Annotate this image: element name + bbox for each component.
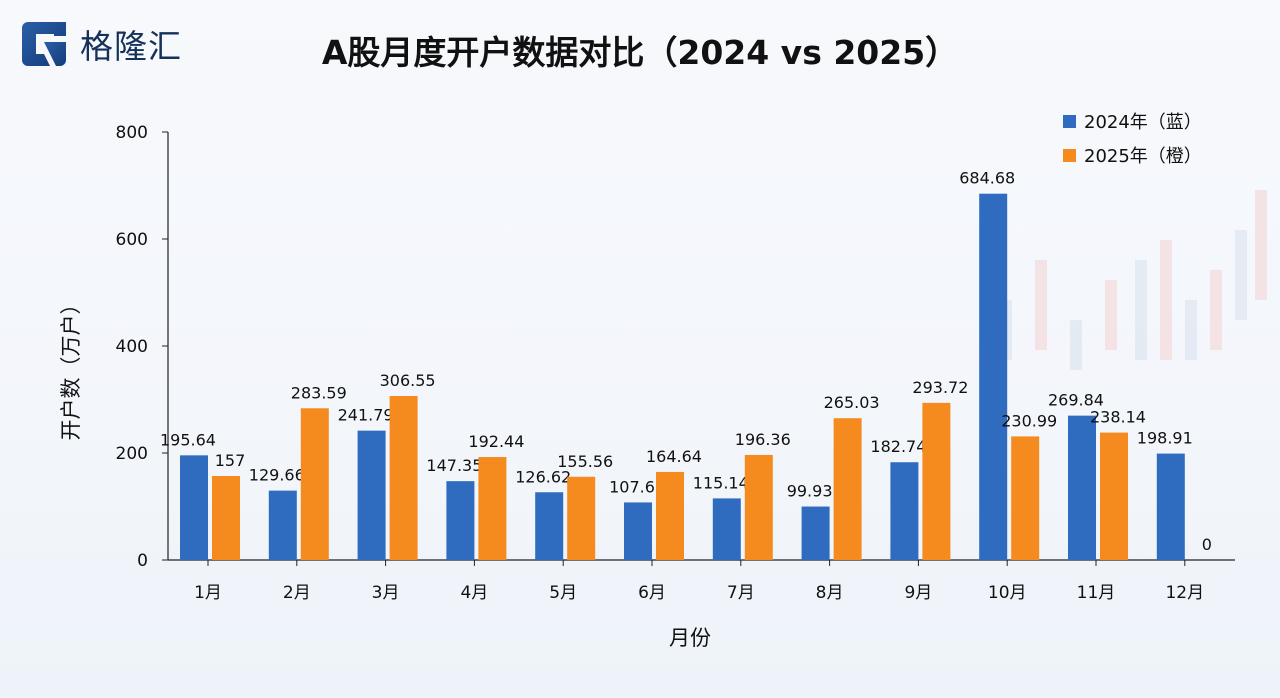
bar-2024 xyxy=(712,498,741,560)
bar-2025 xyxy=(744,454,773,560)
bar-2025 xyxy=(300,408,329,560)
legend-swatch-2025 xyxy=(1063,148,1076,162)
data-label: 238.14 xyxy=(1090,408,1146,427)
data-label: 293.72 xyxy=(912,378,968,397)
background-candlestick xyxy=(1185,300,1197,360)
x-tick-label: 8月 xyxy=(816,583,844,603)
x-tick-label: 7月 xyxy=(727,583,755,603)
data-label: 269.84 xyxy=(1048,391,1104,410)
bar-2024 xyxy=(624,502,652,560)
background-candlestick xyxy=(1105,280,1117,350)
y-tick-label: 600 xyxy=(116,230,148,250)
data-label: 241.79 xyxy=(338,406,394,425)
bar-2025 xyxy=(656,471,684,560)
data-label: 195.64 xyxy=(160,430,216,449)
x-axis-label: 月份 xyxy=(669,626,711,650)
bar-2024 xyxy=(357,430,386,560)
bar-2024 xyxy=(1068,415,1096,560)
legend-label-2025: 2025年（橙） xyxy=(1084,146,1202,167)
data-label: 192.44 xyxy=(468,432,524,451)
legend-label-2024: 2024年（蓝） xyxy=(1084,112,1202,133)
data-label: 283.59 xyxy=(291,383,347,402)
y-axis-label: 开户数（万户） xyxy=(59,293,83,441)
data-label: 164.64 xyxy=(646,447,702,466)
bar-2025 xyxy=(478,457,507,560)
bar-2025 xyxy=(212,476,240,560)
data-label: 198.91 xyxy=(1137,429,1193,448)
bar-2025 xyxy=(1011,436,1040,560)
bar-2024 xyxy=(801,506,830,560)
y-tick-label: 800 xyxy=(116,123,148,143)
x-tick-label: 12月 xyxy=(1165,583,1204,603)
logo-text: 格隆汇 xyxy=(80,27,182,66)
bar-2025 xyxy=(922,402,951,560)
x-tick-label: 1月 xyxy=(194,583,222,603)
bar-2024 xyxy=(446,481,475,560)
bar-2024 xyxy=(535,492,564,560)
bar-2024 xyxy=(979,193,1008,560)
data-label: 147.35 xyxy=(426,456,482,475)
background-candlestick xyxy=(1135,260,1147,360)
data-label: 230.99 xyxy=(1001,411,1057,430)
bar-2025 xyxy=(567,476,596,560)
data-label: 265.03 xyxy=(824,393,880,412)
background-candlestick xyxy=(1255,190,1267,300)
bar-2025 xyxy=(833,418,862,560)
data-label: 115.14 xyxy=(693,473,749,492)
x-tick-label: 6月 xyxy=(638,583,666,603)
y-tick-label: 200 xyxy=(116,444,148,464)
x-tick-label: 9月 xyxy=(904,583,932,603)
x-tick-label: 4月 xyxy=(460,583,488,603)
bar-2024 xyxy=(268,490,297,560)
data-label: 182.74 xyxy=(870,437,926,456)
chart-title: A股月度开户数据对比（2024 vs 2025） xyxy=(321,33,959,72)
legend-item-2024: 2024年（蓝） xyxy=(1063,108,1202,134)
bar-2025 xyxy=(1100,432,1128,560)
data-label: 129.66 xyxy=(249,466,305,485)
background-candlestick xyxy=(1160,240,1172,360)
data-label: 126.62 xyxy=(515,467,571,486)
legend-item-2025: 2025年（橙） xyxy=(1063,142,1202,168)
data-label: 196.36 xyxy=(735,430,791,449)
background-candlestick xyxy=(1210,270,1222,350)
data-label: 157 xyxy=(215,451,246,470)
logo: 格隆汇 xyxy=(22,20,182,68)
data-label: 306.55 xyxy=(380,371,436,390)
data-label: 0 xyxy=(1202,535,1212,554)
data-label: 155.56 xyxy=(557,452,613,471)
x-tick-label: 10月 xyxy=(988,583,1027,603)
x-tick-label: 2月 xyxy=(283,583,311,603)
background-candlestick xyxy=(1235,230,1247,320)
x-tick-label: 11月 xyxy=(1077,583,1116,603)
y-tick-label: 400 xyxy=(116,337,148,357)
logo-g-icon xyxy=(22,22,66,66)
data-label: 107.6 xyxy=(609,477,655,496)
bar-2024 xyxy=(1156,453,1185,560)
bar-2024 xyxy=(890,462,919,560)
y-tick-label: 0 xyxy=(137,551,148,571)
x-tick-label: 3月 xyxy=(372,583,400,603)
bar-2024 xyxy=(180,455,208,560)
data-label: 99.93 xyxy=(787,482,833,501)
data-label: 684.68 xyxy=(959,169,1015,188)
bar-2025 xyxy=(389,395,418,560)
legend-swatch-2024 xyxy=(1063,114,1076,128)
background-candlestick xyxy=(1070,320,1082,370)
background-candlestick xyxy=(1035,260,1047,350)
x-tick-label: 5月 xyxy=(549,583,577,603)
